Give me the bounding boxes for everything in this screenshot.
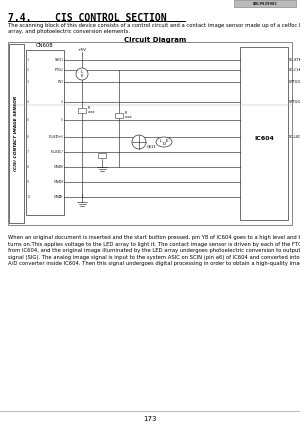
Text: 10: 10 xyxy=(59,195,63,199)
Text: GND: GND xyxy=(54,195,62,199)
Text: 5: 5 xyxy=(27,118,29,122)
Bar xyxy=(8,42,292,225)
Text: F-LED+: F-LED+ xyxy=(49,135,62,139)
Text: F-LED-: F-LED- xyxy=(50,150,62,154)
Text: 8: 8 xyxy=(27,165,29,169)
Text: +5V: +5V xyxy=(77,48,86,52)
Text: 7: 7 xyxy=(61,150,63,154)
Text: SC-CLK-1: SC-CLK-1 xyxy=(289,68,300,72)
Text: Circuit Diagram: Circuit Diagram xyxy=(124,37,186,43)
Text: turns on.This applies voltage to the LED array to light it. The contact image se: turns on.This applies voltage to the LED… xyxy=(8,241,300,246)
Bar xyxy=(98,153,106,158)
Text: 10: 10 xyxy=(27,195,31,199)
Text: GND: GND xyxy=(54,165,62,169)
Bar xyxy=(240,47,288,220)
Text: CN608: CN608 xyxy=(36,43,54,48)
Text: 173: 173 xyxy=(143,416,157,422)
Text: 2: 2 xyxy=(27,68,29,72)
Text: L: L xyxy=(160,139,162,143)
Text: 5: 5 xyxy=(61,118,63,122)
Text: 3: 3 xyxy=(27,80,29,84)
Text: Q611: Q611 xyxy=(147,144,157,148)
Text: E: E xyxy=(166,139,168,143)
Text: R
xxxx: R xxxx xyxy=(88,106,95,114)
Bar xyxy=(115,113,123,117)
Text: FTG: FTG xyxy=(55,68,62,72)
Bar xyxy=(234,0,296,7)
Text: array, and photoelectric conversion elements.: array, and photoelectric conversion elem… xyxy=(8,29,130,34)
Text: E: E xyxy=(81,74,83,78)
Circle shape xyxy=(76,68,88,80)
Text: 6: 6 xyxy=(27,135,29,139)
Text: L: L xyxy=(81,70,83,74)
Text: SPTGOO: SPTGOO xyxy=(289,100,300,104)
Text: IC604: IC604 xyxy=(254,136,274,141)
Text: 9: 9 xyxy=(27,180,29,184)
Text: 8: 8 xyxy=(61,165,63,169)
Text: F1: F1 xyxy=(58,80,62,84)
Text: 3: 3 xyxy=(61,80,63,84)
Text: When an original document is inserted and the start button pressed, pin Y8 of IC: When an original document is inserted an… xyxy=(8,235,300,240)
Text: D: D xyxy=(162,142,166,146)
Text: 6: 6 xyxy=(61,135,63,139)
Circle shape xyxy=(132,135,146,149)
Text: SC-LED/CTRL-1: SC-LED/CTRL-1 xyxy=(289,135,300,139)
Text: (CIS) CONTACT IMAGE SENSOR: (CIS) CONTACT IMAGE SENSOR xyxy=(14,96,19,171)
Bar xyxy=(78,108,86,113)
Text: 1: 1 xyxy=(61,58,63,62)
Bar xyxy=(9,44,24,223)
Text: 2: 2 xyxy=(61,68,63,72)
Text: SC-STKNTO: SC-STKNTO xyxy=(289,58,300,62)
Text: The scanning block of this device consists of a control circuit and a contact im: The scanning block of this device consis… xyxy=(8,23,300,28)
Text: 7: 7 xyxy=(27,150,29,154)
Bar xyxy=(26,50,64,215)
Text: SYO: SYO xyxy=(55,58,62,62)
Text: R
xxxx: R xxxx xyxy=(125,110,133,119)
Text: 1: 1 xyxy=(27,58,29,62)
Text: from IC604, and the original image illuminated by the LED array undergoes photoe: from IC604, and the original image illum… xyxy=(8,248,300,253)
Text: 8DLP83990C: 8DLP83990C xyxy=(253,2,278,6)
Text: 4: 4 xyxy=(61,100,63,104)
Text: 7.4.    CIS CONTROL SECTION: 7.4. CIS CONTROL SECTION xyxy=(8,13,166,23)
Text: SPTGO: SPTGO xyxy=(289,80,300,84)
Text: GND: GND xyxy=(54,180,62,184)
Text: A/D converter inside IC604. Then this signal undergoes digital processing in ord: A/D converter inside IC604. Then this si… xyxy=(8,261,300,266)
Text: 9: 9 xyxy=(61,180,63,184)
Ellipse shape xyxy=(156,137,172,147)
Text: signal (SIG). The analog image signal is input to the system ASIC on SCIN (pin a: signal (SIG). The analog image signal is… xyxy=(8,255,300,260)
Text: 4: 4 xyxy=(27,100,29,104)
